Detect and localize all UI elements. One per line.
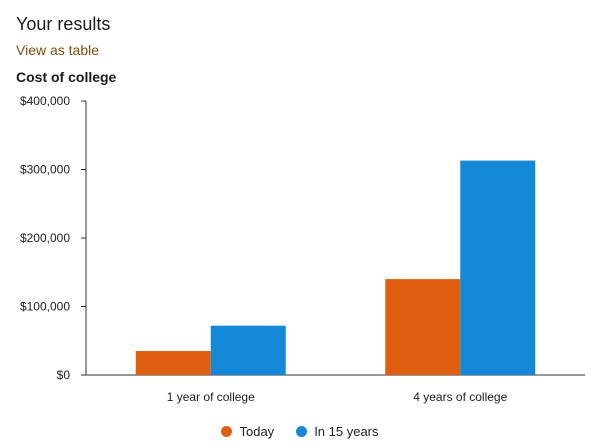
- bar-in-15-years: [210, 325, 286, 375]
- bar-today: [135, 351, 211, 375]
- legend-item: In 15 years: [296, 424, 379, 439]
- y-tick-label: $100,000: [20, 300, 70, 314]
- x-tick-label: 1 year of college: [167, 390, 255, 404]
- bar-today: [385, 279, 461, 375]
- y-tick-label: $300,000: [20, 163, 70, 177]
- bar-chart: $0 $100,000 $200,000 $300,000 $400,000 1 year…: [20, 94, 585, 404]
- legend-label: Today: [239, 424, 275, 439]
- y-tick-label: $400,000: [20, 94, 70, 108]
- view-as-table-link[interactable]: View as table: [16, 42, 100, 58]
- y-tick-label: $200,000: [20, 231, 70, 245]
- legend-label: In 15 years: [314, 424, 379, 439]
- y-tick-label: $0: [57, 368, 71, 382]
- x-tick-label: 4 years of college: [413, 390, 507, 404]
- legend-item: Today: [221, 424, 274, 439]
- chart-legend: Today In 15 years: [0, 424, 600, 439]
- chart-title: Cost of college: [16, 69, 117, 85]
- bar-in-15-years: [460, 160, 536, 375]
- legend-swatch: [296, 426, 308, 437]
- page-title: Your results: [16, 14, 111, 34]
- legend-swatch: [221, 426, 233, 437]
